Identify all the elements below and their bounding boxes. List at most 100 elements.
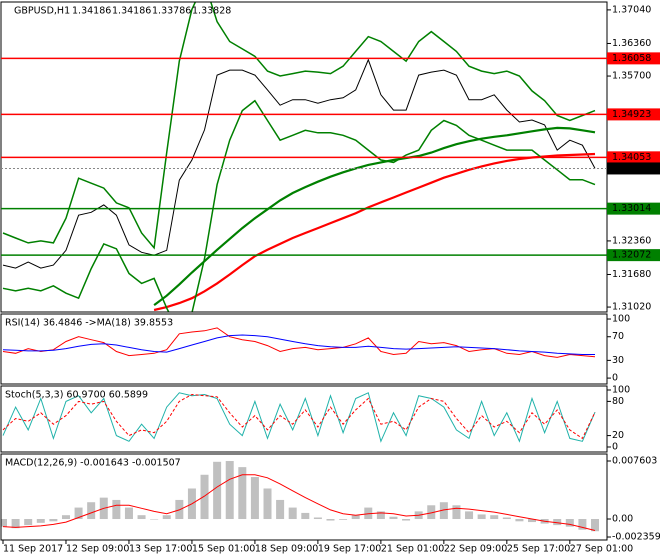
plot-area	[2, 2, 596, 312]
histogram-bar	[389, 516, 398, 520]
x-tick-label: 27 Sep 01:00	[570, 544, 633, 555]
y-tick-label: 0	[612, 373, 618, 384]
level-label-box	[607, 202, 660, 215]
level-label-box	[607, 151, 660, 164]
histogram-bar	[87, 502, 96, 520]
histogram-bar	[465, 511, 474, 520]
series-line	[153, 152, 596, 312]
histogram-bar	[439, 502, 448, 520]
level-label: 1.36058	[612, 53, 651, 64]
y-tick-label: 0.007603	[612, 455, 657, 466]
histogram-bar	[326, 519, 335, 521]
symbol: GBPUSD,H1	[14, 6, 70, 17]
histogram-bar	[150, 519, 159, 520]
histogram-bar	[301, 512, 310, 520]
series-line	[2, 393, 596, 440]
level-label: 1.34053	[612, 152, 651, 163]
x-tick-label: 15 Sep 01:00	[192, 544, 255, 555]
panel-frame	[0, 313, 608, 385]
series-line	[2, 334, 595, 355]
y-tick-label: 0	[612, 441, 618, 452]
histogram-bar	[1, 519, 7, 527]
ohlc-value: 1.34186	[112, 6, 151, 17]
indicator-title: RSI(14) 36.4846 ->MA(18) 39.8553	[5, 318, 173, 329]
histogram-bar	[427, 505, 436, 520]
y-tick-label: 100	[612, 314, 630, 325]
indicator-title: Stoch(5,3,3) 60.9700 60.5899	[5, 390, 148, 401]
level-label-box	[607, 108, 660, 121]
x-tick-label: 18 Sep 09:00	[255, 544, 318, 555]
histogram-bar	[11, 519, 20, 529]
y-tick-label: 1.36360	[612, 38, 651, 49]
x-tick-label: 21 Sep 01:00	[381, 544, 444, 555]
x-tick-label: 11 Sep 2017	[3, 544, 63, 555]
level-label: 1.34923	[612, 109, 651, 120]
histogram-bar	[213, 461, 222, 520]
level-label-box	[607, 52, 660, 65]
histogram-bar	[162, 515, 171, 520]
y-tick-label: 1.32360	[612, 235, 651, 246]
histogram-bar	[263, 488, 272, 520]
ohlc-value: 1.34186	[72, 6, 111, 17]
last-price-box	[607, 162, 660, 175]
y-tick-label: 30	[612, 355, 624, 366]
histogram-bar	[591, 519, 599, 532]
histogram-bar	[238, 467, 247, 520]
histogram-bar	[477, 514, 486, 520]
histogram-bar	[528, 519, 537, 523]
x-tick-label: 22 Sep 09:00	[444, 544, 507, 555]
histogram-bar	[24, 519, 33, 526]
panel-frame	[0, 453, 608, 541]
level-label: 1.33014	[612, 203, 651, 214]
level-label-box	[607, 249, 660, 262]
last-price-label: 1.33828	[612, 163, 651, 174]
indicator-title: MACD(12,26,9) -0.001643 -0.001507	[5, 458, 181, 469]
histogram-bar	[452, 505, 461, 520]
y-tick-label: 100	[612, 384, 630, 395]
histogram-bar	[112, 499, 121, 520]
histogram-bar	[36, 519, 45, 523]
series-line	[2, 99, 596, 312]
y-tick-label: -0.002359	[612, 532, 660, 543]
histogram-bar	[490, 515, 499, 520]
histogram-bar	[502, 517, 511, 520]
y-tick-label: 70	[612, 331, 624, 342]
histogram-bar	[288, 507, 297, 520]
y-tick-label: 20	[612, 430, 624, 441]
y-tick-label: 1.37040	[612, 4, 651, 15]
panel-frame	[0, 385, 608, 453]
histogram-bar	[578, 519, 587, 530]
series-line	[2, 2, 596, 250]
plot-area	[2, 392, 596, 443]
x-tick-label: 12 Sep 09:00	[66, 544, 129, 555]
plot-area	[2, 327, 596, 358]
series-line	[153, 126, 596, 306]
y-tick-label: 0.00	[612, 514, 633, 525]
series-line	[2, 58, 596, 269]
histogram-bar	[402, 519, 411, 521]
histogram-bar	[351, 515, 360, 520]
x-tick-label: 25 Sep 17:00	[507, 544, 570, 555]
series-line	[2, 392, 596, 443]
y-tick-label: 1.31020	[612, 302, 651, 313]
histogram-bar	[276, 499, 285, 520]
level-label: 1.32072	[612, 250, 651, 261]
histogram-bar	[376, 511, 385, 520]
histogram-bar	[61, 515, 70, 520]
histogram-bar	[49, 519, 58, 522]
histogram-bar	[225, 461, 234, 520]
histogram-bar	[339, 519, 348, 520]
x-tick-label: 13 Sep 17:00	[129, 544, 192, 555]
y-tick-label: 80	[612, 396, 624, 407]
histogram-bar	[250, 477, 259, 520]
histogram-bar	[200, 474, 209, 520]
y-tick-label: 1.35700	[612, 71, 651, 82]
series-line	[2, 327, 596, 358]
histogram-bar	[515, 519, 524, 522]
ohlc-value: 1.33828	[192, 6, 231, 17]
histogram-bar	[124, 507, 133, 520]
plot-area	[1, 461, 599, 532]
histogram-bar	[137, 515, 146, 520]
histogram-bar	[74, 507, 83, 520]
